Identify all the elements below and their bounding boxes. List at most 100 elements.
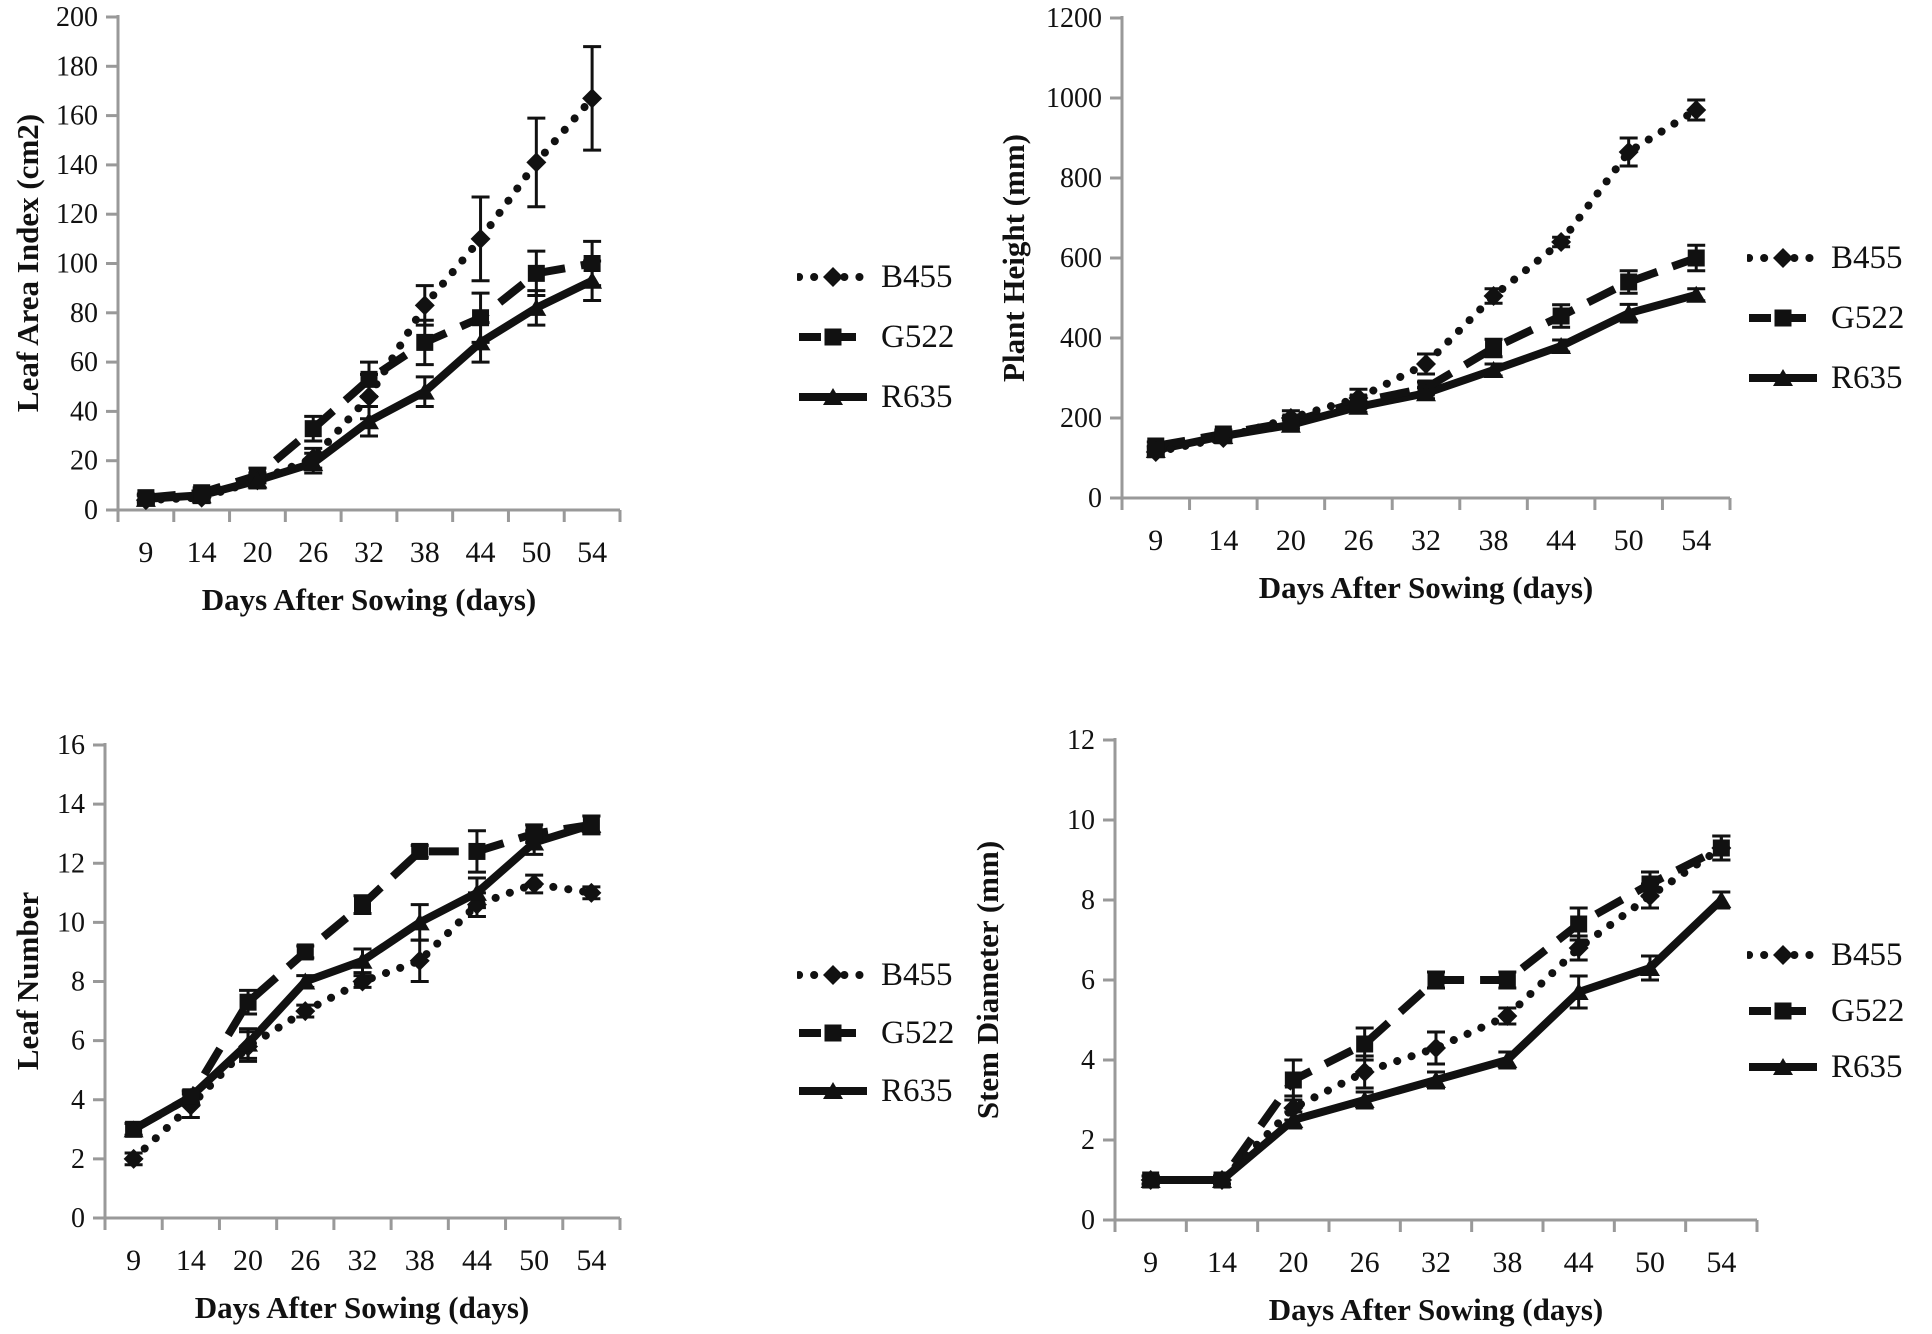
- series-markers-G522: [1142, 839, 1730, 1189]
- series-line-G522: [1150, 844, 1724, 1184]
- legend-sample-solid-line-icon: [1749, 369, 1817, 386]
- y-axis-ticks: 0 2 4 6 8 10 12 14 16: [57, 730, 105, 1234]
- series-line-B455: [1146, 844, 1726, 1184]
- y-tick-label: 14: [57, 789, 85, 820]
- legend-item-B455: B455: [1747, 240, 1904, 276]
- legend-item-G522: G522: [797, 1015, 954, 1051]
- legend-label: G522: [1831, 300, 1905, 336]
- x-category-label: 44: [462, 1244, 492, 1277]
- y-tick-label: 12: [57, 848, 85, 879]
- x-category-label: 38: [1492, 1246, 1522, 1279]
- legend-label: B455: [1831, 937, 1903, 973]
- y-tick-label: 400: [1060, 323, 1102, 354]
- x-category-label: 44: [466, 536, 496, 569]
- x-category-label: 14: [1208, 524, 1238, 557]
- x-axis-ticks: 9 14 20 26 32 38 44 50 54: [103, 1218, 622, 1277]
- legend-sample-dashed-line-icon: [799, 1024, 867, 1042]
- y-tick-label: 200: [56, 2, 98, 33]
- x-category-label: 20: [242, 536, 272, 569]
- y-tick-label: 80: [70, 298, 98, 329]
- x-axis-title-leaf-area-index: Days After Sowing (days): [201, 582, 537, 617]
- series-markers-G522: [137, 255, 601, 507]
- legend-item-G522: G522: [797, 319, 954, 355]
- series-markers-R635: [135, 271, 603, 507]
- legend-label: B455: [881, 259, 953, 295]
- x-category-label: 9: [1148, 524, 1163, 557]
- x-category-label: 9: [126, 1244, 141, 1277]
- y-tick-label: 180: [56, 51, 98, 82]
- chart-cell-stem-diameter: 0 2 4 6 8 10 12 9 14 20 26 32 38 44 50 54 Stem Diameter…: [966, 667, 1932, 1334]
- legend-sample-dotted-line-icon: [1747, 248, 1819, 268]
- legend-sample-solid-line-icon: [1749, 1058, 1817, 1075]
- y-tick-label: 6: [1081, 965, 1095, 996]
- y-tick-label: 140: [56, 150, 98, 181]
- y-tick-label: 10: [57, 907, 85, 938]
- y-tick-label: 0: [71, 1203, 85, 1234]
- series-markers-G522: [1147, 249, 1705, 455]
- chart-cell-leaf-number: 0 2 4 6 8 10 12 14 16 9 14 20 26 32 38 44 50 54 Leaf Numb…: [0, 667, 966, 1334]
- stem-diameter-plot: 0 2 4 6 8 10 12 9 14 20 26 32 38 44 50 54: [1067, 725, 1759, 1279]
- legend-leaf-number: B455 G522 R635: [797, 957, 954, 1109]
- legend-sample-dotted-line-icon: [1747, 945, 1819, 965]
- legend-sample-dotted-line-icon: [797, 267, 869, 287]
- axes: [1120, 16, 1730, 500]
- y-tick-label: 160: [56, 101, 98, 132]
- legend-sample-solid-line-icon: [799, 1082, 867, 1099]
- legend-label: R635: [881, 379, 953, 415]
- y-tick-label: 0: [1088, 483, 1102, 514]
- legend-plant-height: B455 G522 R635: [1747, 240, 1904, 396]
- legend-label: R635: [881, 1073, 953, 1109]
- legend-label: G522: [1831, 993, 1905, 1029]
- y-tick-label: 12: [1067, 725, 1095, 756]
- legend-leaf-area-index: B455 G522 R635: [797, 259, 954, 415]
- series-markers-R635: [1145, 285, 1707, 458]
- x-category-label: 32: [1411, 524, 1441, 557]
- x-axis-ticks: 9 14 20 26 32 38 44 50 54: [1120, 498, 1732, 557]
- plant-height-plot: 0 200 400 600 800 1000 1200 9 14 20 26 32 38 44 50 54: [1046, 3, 1732, 557]
- y-tick-label: 100: [56, 249, 98, 280]
- y-tick-label: 16: [57, 730, 85, 761]
- error-bars-B455: [124, 873, 601, 1167]
- x-axis-ticks: 9 14 20 26 32 38 44 50 54: [1113, 1220, 1759, 1279]
- x-category-label: 38: [1479, 524, 1509, 557]
- series-markers-R635: [123, 815, 602, 1138]
- x-category-label: 9: [1143, 1246, 1158, 1279]
- legend-sample-dotted-line-icon: [797, 965, 869, 985]
- x-category-label: 9: [138, 536, 153, 569]
- y-tick-label: 2: [71, 1144, 85, 1175]
- x-category-label: 50: [1614, 524, 1644, 557]
- x-category-label: 38: [405, 1244, 435, 1277]
- x-category-label: 14: [187, 536, 217, 569]
- y-tick-label: 2: [1081, 1125, 1095, 1156]
- x-axis-title-plant-height: Days After Sowing (days): [1258, 570, 1594, 605]
- x-category-label: 20: [1278, 1246, 1308, 1279]
- legend-label: G522: [881, 1015, 955, 1051]
- x-axis-ticks: 9 14 20 26 32 38 44 50 54: [116, 510, 622, 569]
- x-category-label: 14: [1207, 1246, 1237, 1279]
- series-line-B455: [141, 94, 597, 505]
- y-axis-ticks: 0 20 40 60 80 100 120 140 160 180 200: [56, 2, 118, 526]
- legend-stem-diameter: B455 G522 R635: [1747, 937, 1904, 1085]
- leaf-number-plot: 0 2 4 6 8 10 12 14 16 9 14 20 26 32 38 44 50 54: [57, 730, 622, 1277]
- legend-item-B455: B455: [797, 957, 954, 993]
- x-axis-title-leaf-number: Days After Sowing (days): [194, 1290, 530, 1325]
- series-line-G522: [1155, 254, 1698, 450]
- legend-label: R635: [1831, 1049, 1903, 1085]
- y-tick-label: 40: [70, 396, 98, 427]
- y-tick-label: 0: [84, 495, 98, 526]
- legend-label: B455: [881, 957, 953, 993]
- legend-item-R635: R635: [1747, 360, 1904, 396]
- x-axis-title-stem-diameter: Days After Sowing (days): [1268, 1292, 1604, 1327]
- legend-sample-dashed-line-icon: [1749, 309, 1817, 327]
- y-tick-label: 8: [1081, 885, 1095, 916]
- x-category-label: 14: [176, 1244, 206, 1277]
- y-tick-label: 10: [1067, 805, 1095, 836]
- y-tick-label: 4: [71, 1085, 85, 1116]
- legend-label: G522: [881, 319, 955, 355]
- x-category-label: 54: [1706, 1246, 1736, 1279]
- series-markers-R635: [1140, 891, 1732, 1188]
- y-axis-title-leaf-number: Leaf Number: [10, 891, 45, 1071]
- legend-item-G522: G522: [1747, 993, 1904, 1029]
- legend-sample-dashed-line-icon: [799, 328, 867, 346]
